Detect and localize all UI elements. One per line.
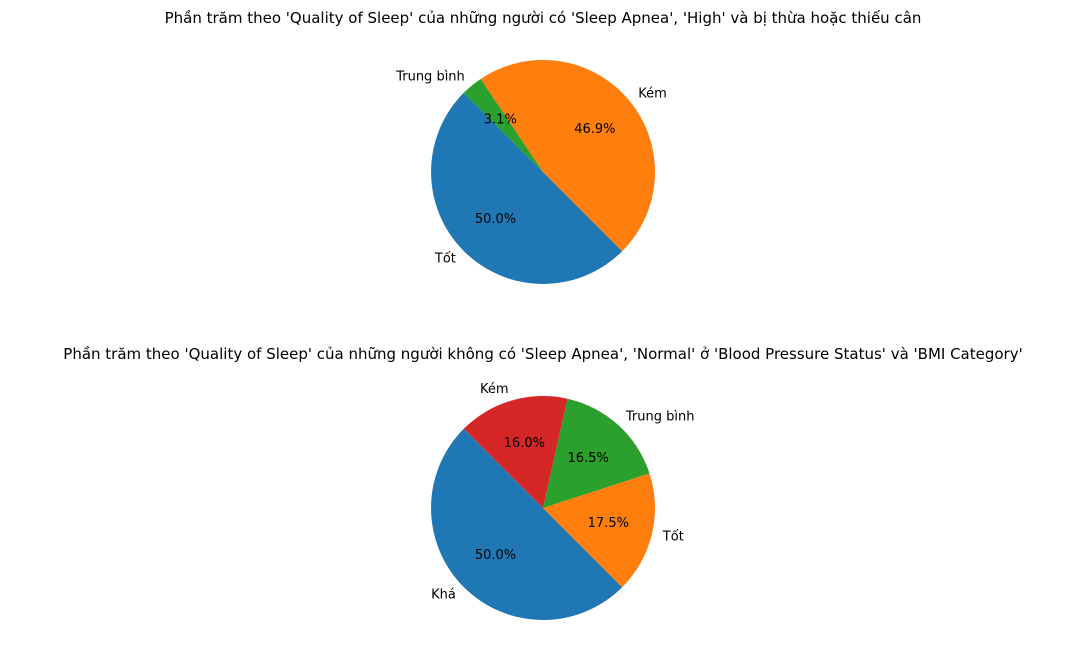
chart-2-labels: Khá 50.0% Tốt 17.5% Trung bình 16.5% Kém 16.0%	[431, 382, 694, 602]
chart-1-slice-2-percent: 46.9%	[574, 122, 615, 137]
chart-1-slice-1-percent: 50.0%	[475, 212, 516, 227]
chart-2-slice-1-label: Khá	[431, 588, 456, 603]
chart-2-slice-2	[543, 473, 656, 588]
chart-1-slice-1	[431, 92, 623, 284]
pie-chart-1: Phần trăm theo 'Quality of Sleep' của nh…	[165, 9, 922, 284]
chart-2-slice-4-label: Kém	[480, 382, 509, 397]
chart-1-slice-2-label: Kém	[638, 86, 667, 101]
chart-1-title: Phần trăm theo 'Quality of Sleep' của nh…	[165, 9, 922, 27]
chart-2-slice-1	[431, 428, 623, 620]
chart-1-slice-3	[463, 78, 543, 172]
chart-1-slice-3-label: Trung bình	[395, 69, 465, 84]
chart-2-slice-2-percent: 17.5%	[588, 516, 629, 531]
chart-2-slice-3-label: Trung bình	[625, 409, 695, 424]
pie-chart-2: Phần trăm theo 'Quality of Sleep' của nh…	[63, 345, 1023, 620]
chart-2-slice-4	[463, 396, 568, 508]
chart-2-slice-3-percent: 16.5%	[568, 451, 609, 466]
chart-2-slice-1-percent: 50.0%	[475, 548, 516, 563]
chart-1-labels: Tốt 50.0% Kém 46.9% Trung bình 3.1%	[395, 69, 667, 266]
chart-2-slice-2-label: Tốt	[662, 529, 684, 544]
chart-1-slice-1-label: Tốt	[434, 252, 456, 267]
chart-1-slice-2	[480, 59, 656, 252]
chart-2-slices	[431, 396, 656, 620]
chart-1-slice-3-percent: 3.1%	[484, 113, 517, 128]
chart-2-slice-3	[543, 398, 650, 508]
chart-1-slices	[431, 59, 656, 284]
chart-2-title: Phần trăm theo 'Quality of Sleep' của nh…	[63, 345, 1022, 363]
chart-2-slice-4-percent: 16.0%	[504, 436, 545, 451]
